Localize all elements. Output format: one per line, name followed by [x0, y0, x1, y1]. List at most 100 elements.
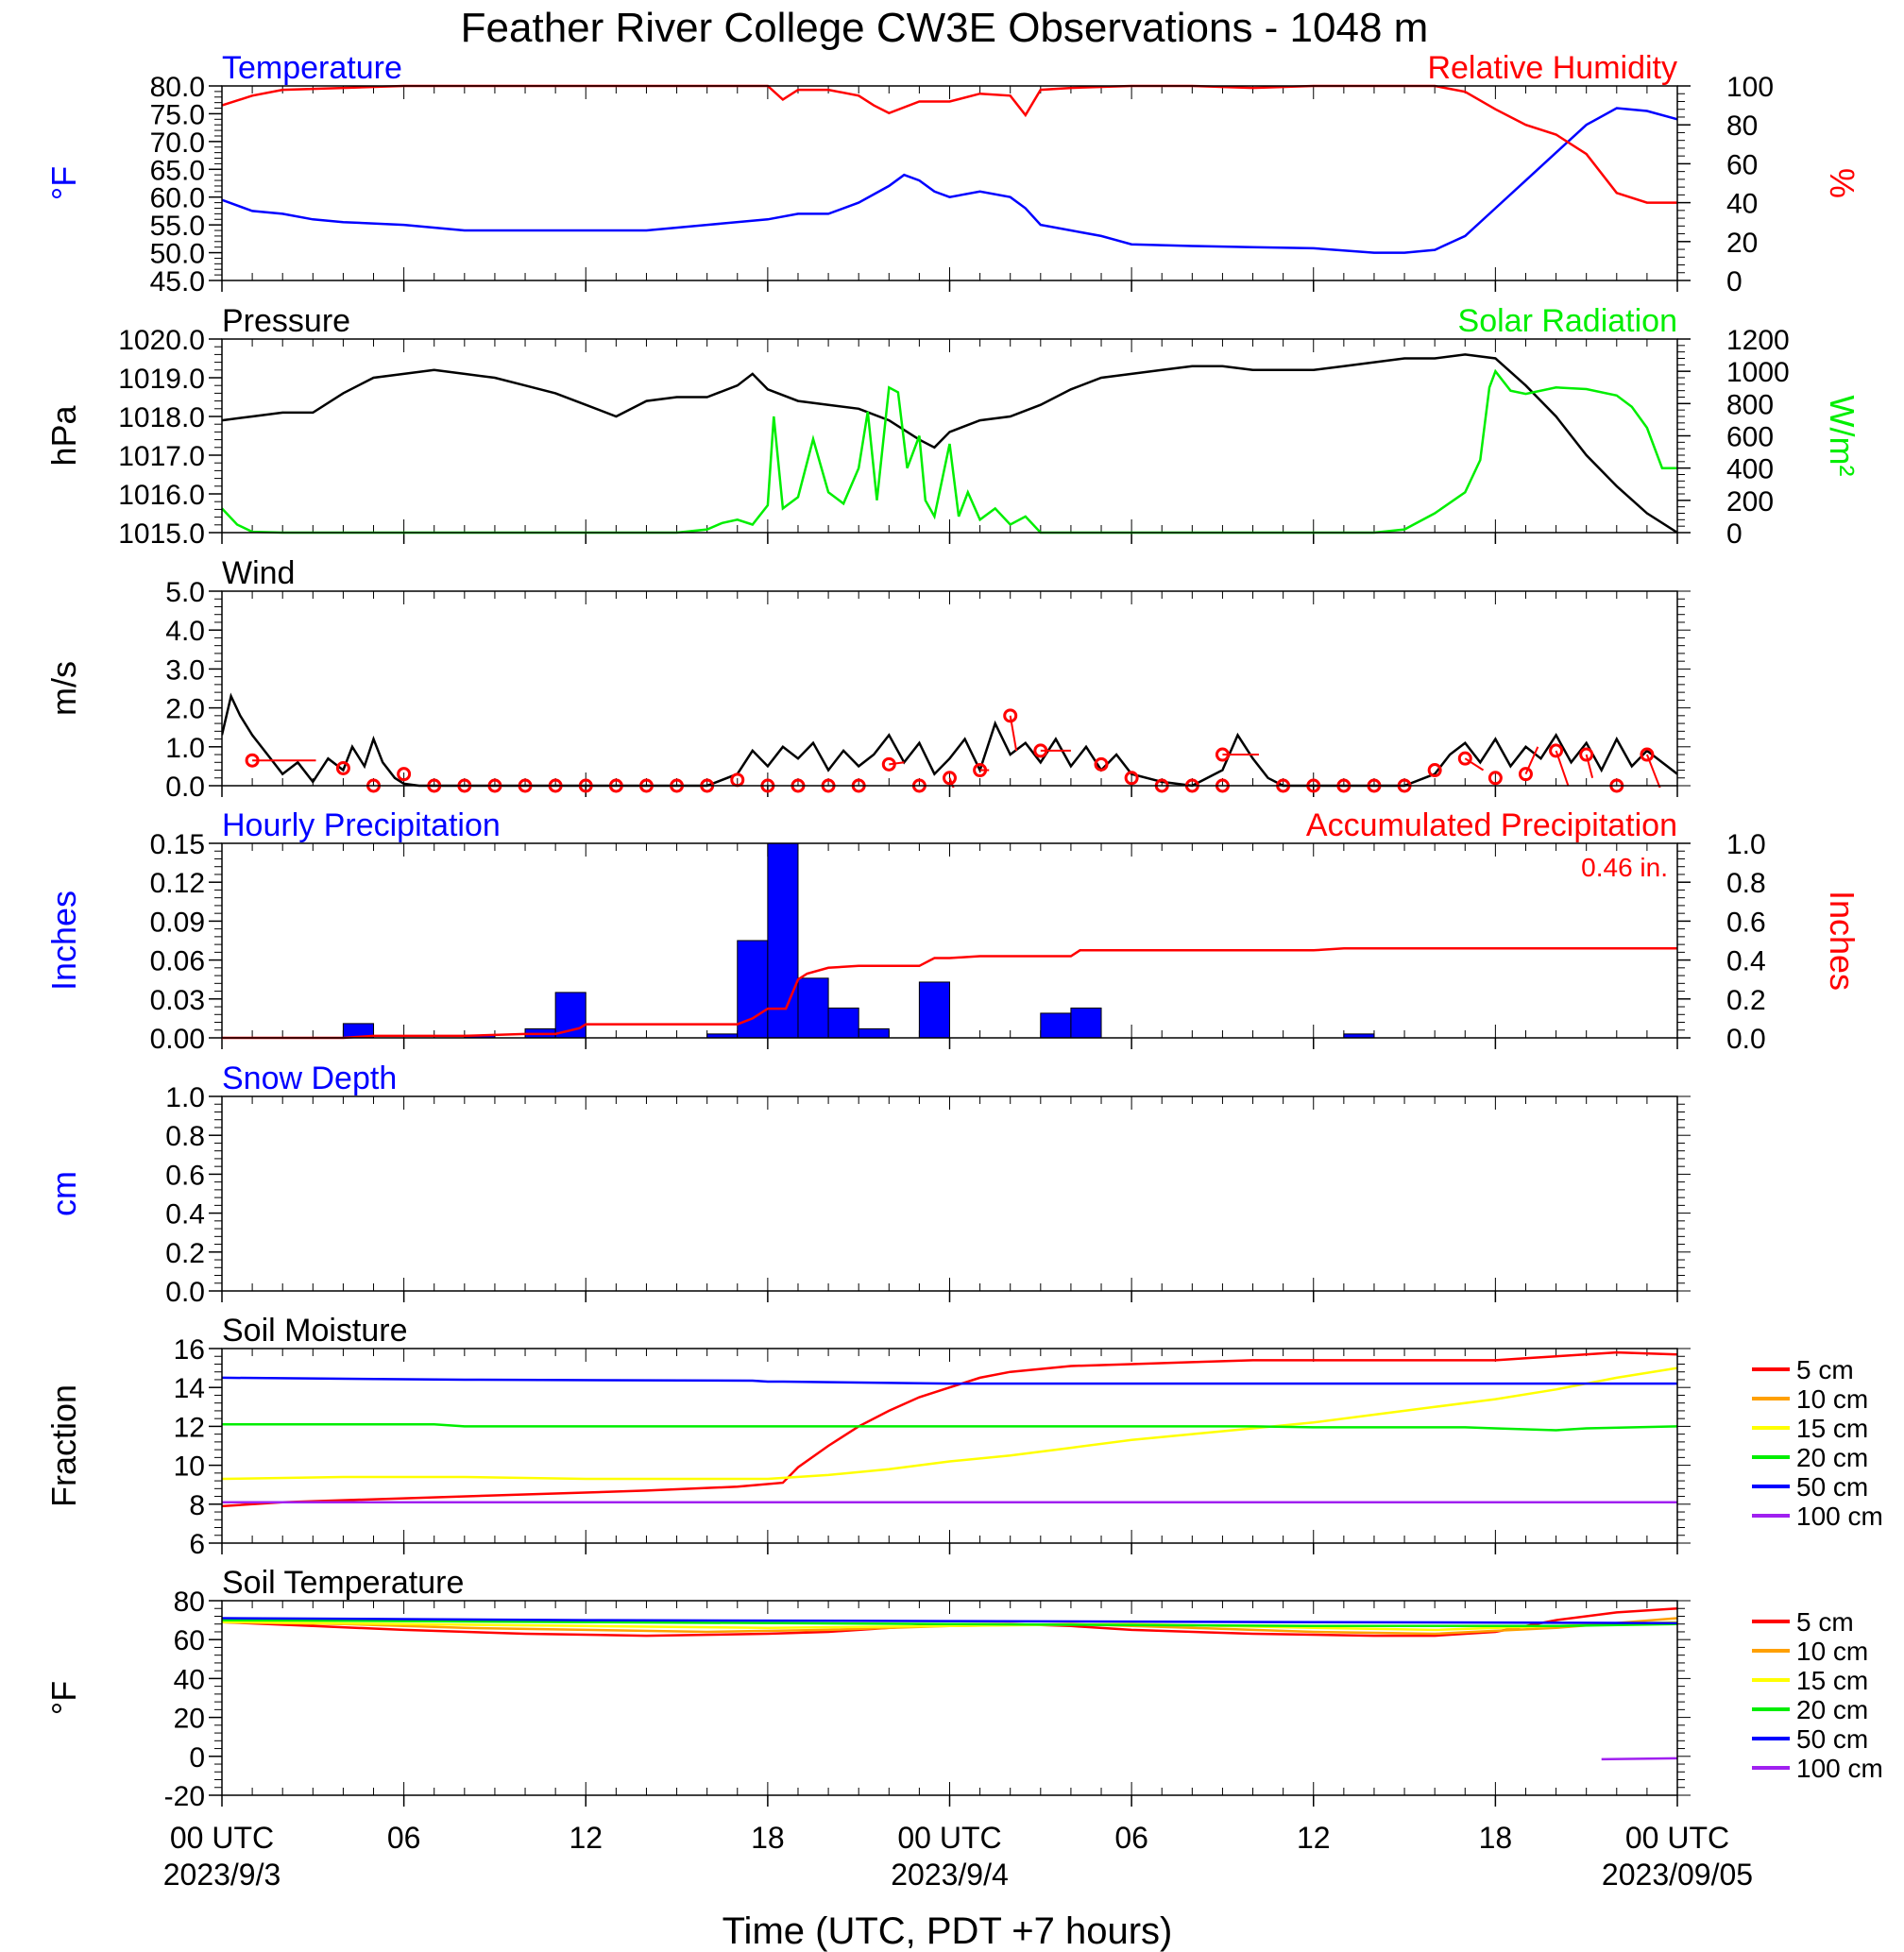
panel-wind: 0.0 1.0 2.0 3.0 4.0 5.0 Wind m/s — [44, 555, 1691, 803]
x-tick-label: 00 UTC — [170, 1821, 274, 1855]
plot-frame — [221, 338, 1678, 534]
precip-bar — [767, 842, 799, 1039]
y-tick-label-left: 75.0 — [150, 99, 205, 130]
y-tick-label-left: 50.0 — [150, 239, 205, 270]
wind-direction-marker — [1124, 771, 1139, 786]
y-tick-label-left: 0.8 — [165, 1121, 205, 1152]
legend-label: 20 cm — [1796, 1443, 1868, 1472]
plot-frame — [221, 1600, 1678, 1796]
y-tick-label-left: 0.15 — [150, 829, 205, 860]
y-tick-label-left: 1016.0 — [118, 480, 205, 511]
x-date-label: 2023/9/3 — [163, 1858, 281, 1892]
total-precip-annotation: 0.46 in. — [1581, 853, 1668, 882]
y-tick-label-left: 0.09 — [150, 907, 205, 938]
y-tick-label-left: 20 — [174, 1704, 205, 1735]
wind-direction-marker — [1457, 751, 1472, 766]
y-tick-label-left: 2.0 — [165, 694, 205, 725]
y-tick-label-left: 1018.0 — [118, 402, 205, 433]
y-tick-label-left: 60.0 — [150, 183, 205, 214]
panel-title-left: Temperature — [222, 50, 402, 86]
x-tick-label: 12 — [569, 1821, 603, 1855]
series-20-cm — [222, 1619, 1677, 1628]
y-tick-label-left: 0.00 — [150, 1024, 205, 1055]
precip-bar — [858, 1027, 890, 1039]
legend-label: 100 cm — [1796, 1502, 1883, 1531]
wind-direction-marker — [1033, 743, 1048, 758]
y-axis-label-left: Fraction — [44, 1384, 83, 1507]
panel-title-left: Snow Depth — [222, 1061, 397, 1096]
precip-bar — [1070, 1007, 1102, 1039]
wind-direction-marker — [397, 767, 412, 782]
y-tick-label-left: 80.0 — [150, 72, 205, 103]
wind-direction-marker — [1215, 747, 1230, 762]
legend-label: 100 cm — [1796, 1754, 1883, 1783]
y-tick-label-right: 1200 — [1726, 325, 1790, 356]
y-axis-label-right: % — [1823, 168, 1862, 198]
wind-gust-line — [889, 761, 905, 766]
wind-direction-marker — [943, 771, 957, 786]
wind-direction-marker — [1518, 767, 1533, 782]
panel-title-left: Soil Temperature — [222, 1565, 464, 1601]
plot-frame — [221, 590, 1678, 787]
wind-direction-marker — [881, 756, 896, 772]
y-tick-label-left: 8 — [189, 1490, 205, 1521]
series-50-cm — [222, 1376, 1677, 1385]
legend-label: 15 cm — [1796, 1666, 1868, 1695]
x-date-label: 2023/09/05 — [1602, 1858, 1753, 1892]
plot-frame — [221, 1348, 1678, 1544]
y-tick-label-right: 400 — [1726, 454, 1774, 485]
precip-bar — [918, 981, 950, 1039]
panels: 45.050.055.060.065.070.075.080.002040608… — [44, 50, 1883, 1892]
plot-frame — [221, 1095, 1678, 1292]
precip-bar — [1040, 1012, 1072, 1039]
y-axis-label-left: Inches — [44, 891, 83, 991]
series-50-cm — [222, 1617, 1677, 1624]
y-tick-label-left: 0.2 — [165, 1238, 205, 1269]
wind-direction-marker — [245, 753, 260, 768]
x-tick-label: 18 — [1479, 1821, 1513, 1855]
series-20-cm — [222, 1423, 1677, 1432]
wind-direction-marker — [1579, 747, 1594, 762]
y-tick-label-left: 60 — [174, 1625, 205, 1656]
y-tick-label-right: 0.4 — [1726, 946, 1766, 977]
y-tick-label-right: 0 — [1726, 518, 1742, 550]
wind-gust-line — [1585, 754, 1594, 779]
y-tick-label-right: 60 — [1726, 149, 1758, 180]
y-tick-label-right: 200 — [1726, 486, 1774, 518]
wind-direction-marker — [1640, 747, 1655, 762]
panel-title-left: Wind — [222, 555, 295, 591]
x-tick-label: 00 UTC — [897, 1821, 1001, 1855]
wind-direction-marker — [1488, 771, 1503, 786]
series-solar-radiation — [222, 368, 1677, 535]
y-tick-label-left: 0 — [189, 1742, 205, 1774]
panel-precipitation: 0.00 0.03 0.06 0.09 0.12 0.15 0.0 0.2 0.4 0.6 0.8 1… — [44, 807, 1862, 1055]
y-tick-label-left: 10 — [174, 1451, 205, 1483]
wind-direction-marker — [335, 760, 350, 775]
series-100-cm — [1601, 1757, 1677, 1761]
y-tick-label-left: 1015.0 — [118, 518, 205, 550]
legend-label: 15 cm — [1796, 1414, 1868, 1443]
y-tick-label-left: 40 — [174, 1664, 205, 1695]
wind-gust-line — [1464, 757, 1485, 772]
y-tick-label-left: 1019.0 — [118, 364, 205, 395]
y-tick-label-right: 80 — [1726, 110, 1758, 142]
y-axis-label-right: W/m² — [1823, 396, 1862, 477]
y-tick-label-right: 0.2 — [1726, 985, 1766, 1016]
legend-label: 50 cm — [1796, 1472, 1868, 1502]
series-relative-humidity — [222, 84, 1677, 204]
y-tick-label-left: 5.0 — [165, 577, 205, 608]
panel-temperature_rh: 45.050.055.060.065.070.075.080.0 0 20 40 60 8… — [44, 50, 1862, 297]
y-tick-label-right: 20 — [1726, 228, 1758, 259]
series-temperature — [222, 107, 1677, 254]
y-tick-label-left: 65.0 — [150, 155, 205, 186]
panel-title-right: Accumulated Precipitation — [1306, 807, 1677, 843]
legend-label: 5 cm — [1796, 1355, 1854, 1384]
y-tick-label-left: 12 — [174, 1412, 205, 1443]
x-tick-label: 06 — [1114, 1821, 1148, 1855]
panel-snow_depth: 0.0 0.2 0.4 0.6 0.8 1.0 Snow Depth cm — [44, 1061, 1691, 1308]
x-tick-label: 06 — [387, 1821, 421, 1855]
series-pressure — [222, 353, 1677, 535]
panel-title-left: Hourly Precipitation — [222, 807, 501, 843]
